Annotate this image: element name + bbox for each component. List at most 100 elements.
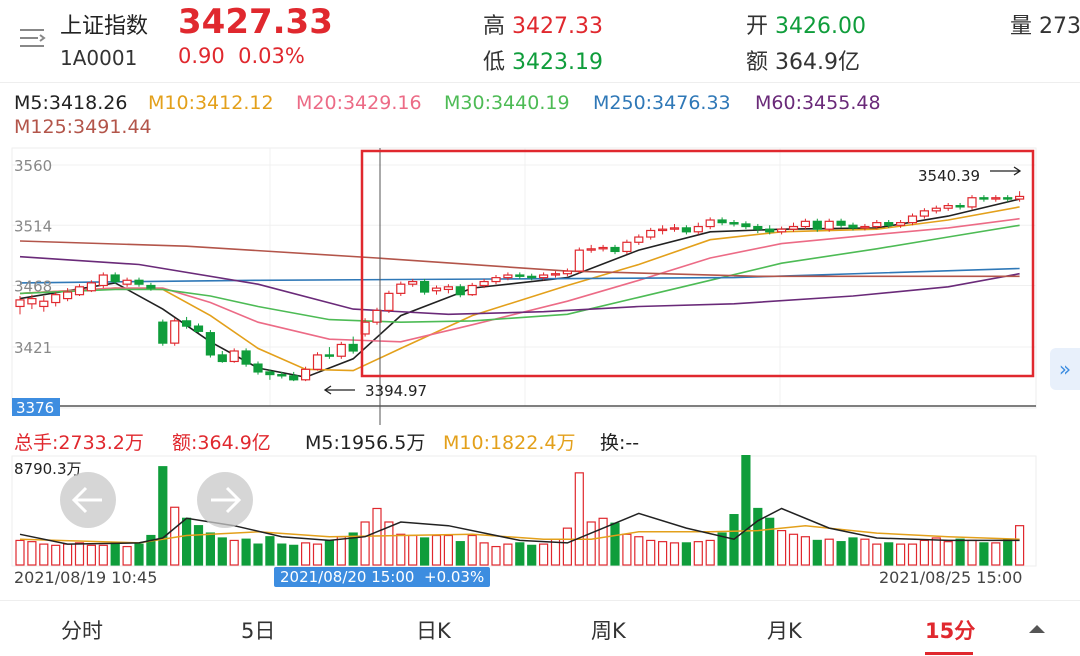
next-button[interactable] <box>197 472 253 528</box>
candle-body <box>431 287 442 292</box>
candle <box>241 348 251 367</box>
candle <box>1014 191 1025 202</box>
candle-body <box>455 286 465 296</box>
volume-bar <box>27 541 37 566</box>
candle <box>324 347 334 359</box>
candle <box>967 195 977 210</box>
candle-body <box>788 225 799 230</box>
candle <box>158 319 168 346</box>
volume-bar <box>277 543 287 566</box>
menu-icon[interactable] <box>18 26 46 50</box>
volume-total: 总手:2733.2万 <box>14 432 144 454</box>
tab-15min[interactable]: 15分 <box>925 619 976 643</box>
ma-line-m125 <box>19 240 1020 278</box>
volume-bar <box>943 541 953 566</box>
volume-bar <box>503 543 513 566</box>
active-tab-indicator <box>925 652 973 655</box>
volume-chart[interactable]: 8790.3万 <box>0 455 1080 567</box>
volume-label: 量 <box>1010 14 1033 39</box>
header-divider <box>0 82 1080 83</box>
candle-body <box>15 299 25 308</box>
candle <box>277 371 287 379</box>
candle-body <box>872 222 882 228</box>
candle-body <box>669 227 680 230</box>
volume-bar <box>122 545 132 566</box>
candle <box>408 278 418 287</box>
candle <box>800 218 811 230</box>
volume-bar <box>527 544 537 566</box>
volume-bar <box>312 543 323 566</box>
volume-bar <box>348 532 358 566</box>
candle <box>467 282 477 296</box>
double-chevron-right-icon: » <box>1058 357 1072 381</box>
volume-bar <box>955 538 965 566</box>
candle <box>669 223 680 232</box>
volume-bar <box>979 542 989 566</box>
candle-body <box>1003 197 1013 200</box>
y-tick-label: 3560 <box>14 157 52 175</box>
candle <box>384 290 394 314</box>
ma-legend-m5: M5:3418.26 <box>14 92 127 114</box>
low-label: 低 <box>483 50 506 75</box>
volume-bar <box>646 539 656 566</box>
candle <box>348 336 358 354</box>
ma-line-m20 <box>19 217 1020 343</box>
ma-legend-text: M20:3429.16 <box>296 92 422 114</box>
volume-bar <box>907 543 918 566</box>
candle-body <box>646 229 656 238</box>
index-name: 上证指数 <box>60 14 149 39</box>
volume-m5: M5:1956.5万 <box>305 432 426 454</box>
candle-body <box>848 224 858 229</box>
candle-body <box>277 373 287 377</box>
candle <box>503 272 513 281</box>
candle-body <box>420 280 430 293</box>
volume-bar <box>634 536 644 566</box>
candle-body <box>574 249 584 272</box>
prev-button[interactable] <box>60 472 116 528</box>
candle-body <box>979 197 989 200</box>
candle <box>562 268 573 277</box>
chart-frame <box>11 147 1037 409</box>
max-price-marker: 3540.39 <box>918 166 1022 185</box>
tab-daily[interactable]: 日K <box>416 619 451 643</box>
candle <box>646 227 656 240</box>
candle <box>527 273 537 281</box>
tab-weekly[interactable]: 周K <box>591 619 626 643</box>
y-tick-label: 3376 <box>16 399 54 417</box>
candle <box>170 318 180 346</box>
tab-5day[interactable]: 5日 <box>241 619 276 643</box>
volume-bar <box>193 525 204 566</box>
volume-bar <box>610 522 620 566</box>
candle-body <box>527 275 537 279</box>
tab-monthly[interactable]: 月K <box>767 619 802 643</box>
candle <box>538 272 549 281</box>
volume-bar <box>467 534 477 566</box>
candle <box>550 271 561 278</box>
volume-bar <box>800 536 811 566</box>
tab-intraday[interactable]: 分时 <box>61 619 103 643</box>
change-value: 0.90 <box>178 44 225 68</box>
candle-body <box>479 280 489 287</box>
expand-button[interactable]: » <box>1050 348 1080 390</box>
candle-body <box>229 350 239 363</box>
candle <box>420 278 430 295</box>
period-tab-bar: 分时 5日 日K 周K 月K 15分 <box>0 600 1080 656</box>
volume-bar <box>170 506 180 566</box>
candle <box>479 278 489 289</box>
candle <box>788 222 799 232</box>
candle-body <box>931 207 941 212</box>
candle-body <box>301 368 311 381</box>
caret-up-icon[interactable] <box>1027 623 1047 635</box>
price-change: 0.90 0.03% <box>178 44 305 68</box>
volume-bar <box>431 534 442 566</box>
kline-chart[interactable]: 3560 3514 3468 3421 3376 3540.39 3394.97 <box>0 140 1080 425</box>
volume-bar <box>669 542 680 566</box>
candle-body <box>503 274 513 279</box>
candle <box>205 330 215 358</box>
volume-bar <box>681 542 692 566</box>
y-tick-label: 3468 <box>14 278 52 296</box>
candle-body <box>336 343 346 357</box>
candle-body <box>836 220 846 226</box>
candle-body <box>717 219 727 224</box>
date-mid-pct: +0.03% <box>424 568 485 586</box>
